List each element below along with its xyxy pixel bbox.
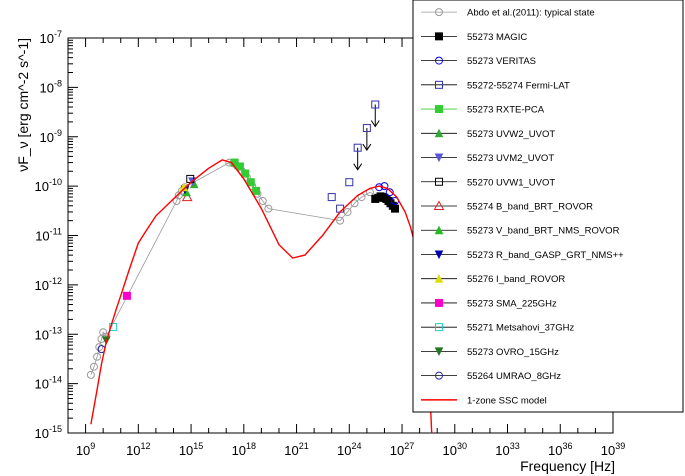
data-point: [247, 179, 254, 186]
x-tick-label: 1036: [548, 441, 572, 458]
legend-marker: [436, 33, 443, 40]
x-tick-label: 109: [76, 441, 95, 458]
data-point: [253, 187, 260, 194]
legend-marker: [436, 106, 443, 113]
legend-label: 55264 UMRAO_8GHz: [467, 371, 561, 382]
data-point: [392, 205, 399, 212]
series-line: [91, 163, 379, 375]
series-12: [123, 292, 130, 299]
series-4: [231, 159, 259, 194]
x-axis-tick-labels: 109 1012 1015 1018 1021 1024 1027 1030 1033 1036 1…: [76, 441, 625, 458]
y-axis-tick-labels: 10-15 10-14 10-13 10-12 10-11 10-10 10-9 10-8 10…: [35, 29, 62, 441]
y-tick-label: 10-15: [35, 424, 62, 441]
y-tick-label: 10-14: [35, 375, 62, 392]
data-point: [346, 179, 353, 186]
legend-label: 55271 Metsahovi_37GHz: [467, 323, 574, 334]
y-tick-label: 10-10: [35, 177, 62, 194]
plot-content: [87, 101, 432, 438]
x-tick-label: 1018: [232, 441, 256, 458]
x-tick-label: 1012: [126, 441, 150, 458]
data-point: [123, 292, 130, 299]
legend-label: 55273 OVRO_15GHz: [467, 347, 559, 358]
legend: Abdo et al.(2011): typical state 55273 MA…: [413, 0, 683, 412]
data-point: [242, 170, 249, 177]
y-axis-ticks: [68, 38, 78, 433]
legend-label: 55274 B_band_BRT_ROVOR: [467, 202, 593, 213]
x-tick-label: 1015: [179, 441, 203, 458]
y-axis-title: νF_ν [erg cm^-2 s^-1]: [15, 38, 31, 172]
x-tick-label: 1030: [443, 441, 467, 458]
legend-label: 55273 UVW2_UVOT: [467, 129, 555, 140]
legend-label: 55273 MAGIC: [467, 32, 527, 43]
legend-label: 55272-55274 Fermi-LAT: [467, 80, 570, 91]
legend-label: Abdo et al.(2011): typical state: [467, 8, 595, 19]
x-axis-title: Frequency [Hz]: [520, 458, 615, 474]
upper-limit: [371, 101, 379, 127]
legend-label: 55273 R_band_GASP_GRT_NMS++: [467, 250, 624, 261]
data-point: [236, 163, 243, 170]
legend-label: 55270 UVW1_UVOT: [467, 177, 555, 188]
x-tick-label: 1024: [337, 441, 361, 458]
legend-label: 55273 UVM2_UVOT: [467, 153, 554, 164]
series-0: [87, 159, 382, 378]
data-point: [87, 371, 94, 378]
y-tick-label: 10-12: [35, 276, 62, 293]
legend-label: 55273 VERITAS: [467, 56, 536, 67]
legend-label: 55273 SMA_225GHz: [467, 298, 557, 309]
x-tick-label: 1021: [284, 441, 308, 458]
y-tick-label: 10-13: [35, 325, 62, 342]
legend-label: 1-zone SSC model: [467, 395, 547, 406]
y-tick-label: 10-8: [40, 78, 62, 95]
data-point: [328, 194, 335, 201]
upper-limit: [363, 125, 371, 151]
y-tick-label: 10-7: [40, 29, 62, 46]
legend-marker: [436, 299, 443, 306]
legend-label: 55273 RXTE-PCA: [467, 105, 545, 116]
upper-limit: [354, 144, 362, 170]
legend-label: 55273 V_band_BRT_NMS_ROVOR: [467, 226, 620, 237]
y-tick-label: 10-11: [35, 227, 62, 244]
x-tick-label: 1033: [495, 441, 519, 458]
x-tick-label: 1039: [601, 441, 625, 458]
legend-label: 55276 I_band_ROVOR: [467, 274, 565, 285]
x-tick-label: 1027: [390, 441, 414, 458]
y-tick-label: 10-9: [40, 128, 62, 145]
